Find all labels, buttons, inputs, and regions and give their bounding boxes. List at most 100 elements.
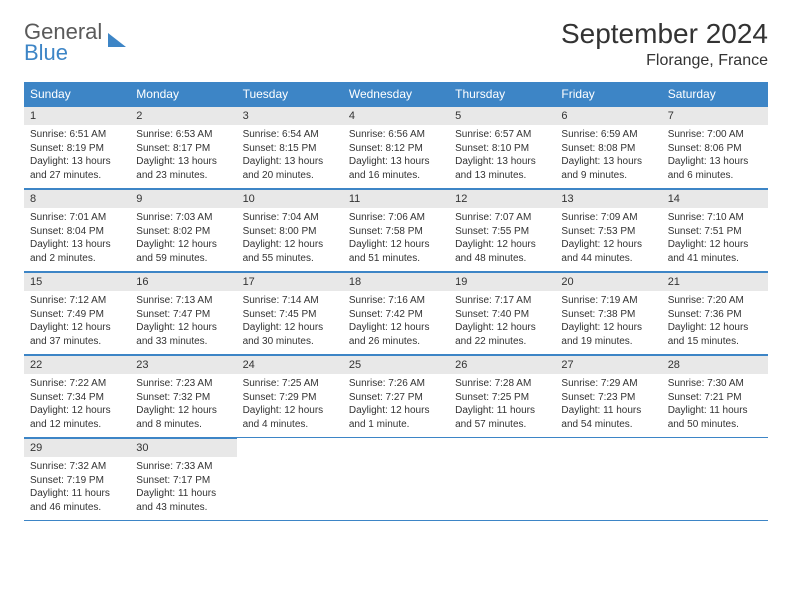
sunset-line: Sunset: 7:55 PM <box>455 225 549 239</box>
day-content: Sunrise: 7:01 AMSunset: 8:04 PMDaylight:… <box>24 208 130 271</box>
daylight-line: Daylight: 13 hours and 2 minutes. <box>30 238 124 265</box>
sunset-line: Sunset: 8:00 PM <box>243 225 337 239</box>
sunset-line: Sunset: 8:15 PM <box>243 142 337 156</box>
day-content: Sunrise: 7:07 AMSunset: 7:55 PMDaylight:… <box>449 208 555 271</box>
day-cell: 29Sunrise: 7:32 AMSunset: 7:19 PMDayligh… <box>24 438 130 521</box>
week-row: 22Sunrise: 7:22 AMSunset: 7:34 PMDayligh… <box>24 355 768 438</box>
day-number: 17 <box>237 272 343 291</box>
sunrise-line: Sunrise: 6:53 AM <box>136 128 230 142</box>
sunset-line: Sunset: 8:17 PM <box>136 142 230 156</box>
day-cell <box>237 438 343 521</box>
day-cell <box>662 438 768 521</box>
logo-line2: Blue <box>24 43 102 64</box>
day-content: Sunrise: 6:59 AMSunset: 8:08 PMDaylight:… <box>555 125 661 188</box>
sunset-line: Sunset: 7:51 PM <box>668 225 762 239</box>
day-header: Saturday <box>662 82 768 106</box>
daylight-line: Daylight: 12 hours and 37 minutes. <box>30 321 124 348</box>
daylight-line: Daylight: 12 hours and 55 minutes. <box>243 238 337 265</box>
day-header: Sunday <box>24 82 130 106</box>
day-header: Monday <box>130 82 236 106</box>
day-number: 26 <box>449 355 555 374</box>
daylight-line: Daylight: 13 hours and 23 minutes. <box>136 155 230 182</box>
sunrise-line: Sunrise: 7:10 AM <box>668 211 762 225</box>
sunrise-line: Sunrise: 7:20 AM <box>668 294 762 308</box>
day-number: 30 <box>130 438 236 457</box>
day-cell: 14Sunrise: 7:10 AMSunset: 7:51 PMDayligh… <box>662 189 768 272</box>
sunrise-line: Sunrise: 6:57 AM <box>455 128 549 142</box>
sunrise-line: Sunrise: 7:13 AM <box>136 294 230 308</box>
day-cell: 23Sunrise: 7:23 AMSunset: 7:32 PMDayligh… <box>130 355 236 438</box>
day-number: 18 <box>343 272 449 291</box>
day-content: Sunrise: 7:20 AMSunset: 7:36 PMDaylight:… <box>662 291 768 354</box>
day-content: Sunrise: 7:28 AMSunset: 7:25 PMDaylight:… <box>449 374 555 437</box>
day-cell: 1Sunrise: 6:51 AMSunset: 8:19 PMDaylight… <box>24 106 130 189</box>
sunset-line: Sunset: 7:36 PM <box>668 308 762 322</box>
week-row: 15Sunrise: 7:12 AMSunset: 7:49 PMDayligh… <box>24 272 768 355</box>
day-content: Sunrise: 7:17 AMSunset: 7:40 PMDaylight:… <box>449 291 555 354</box>
sunrise-line: Sunrise: 7:32 AM <box>30 460 124 474</box>
daylight-line: Daylight: 12 hours and 59 minutes. <box>136 238 230 265</box>
sunrise-line: Sunrise: 7:33 AM <box>136 460 230 474</box>
sunrise-line: Sunrise: 7:16 AM <box>349 294 443 308</box>
day-content: Sunrise: 7:00 AMSunset: 8:06 PMDaylight:… <box>662 125 768 188</box>
day-number: 11 <box>343 189 449 208</box>
day-content: Sunrise: 7:14 AMSunset: 7:45 PMDaylight:… <box>237 291 343 354</box>
day-cell: 28Sunrise: 7:30 AMSunset: 7:21 PMDayligh… <box>662 355 768 438</box>
sunrise-line: Sunrise: 6:59 AM <box>561 128 655 142</box>
daylight-line: Daylight: 12 hours and 1 minute. <box>349 404 443 431</box>
sunrise-line: Sunrise: 7:26 AM <box>349 377 443 391</box>
daylight-line: Daylight: 12 hours and 30 minutes. <box>243 321 337 348</box>
day-cell: 26Sunrise: 7:28 AMSunset: 7:25 PMDayligh… <box>449 355 555 438</box>
day-header: Wednesday <box>343 82 449 106</box>
day-number: 7 <box>662 106 768 125</box>
day-number: 9 <box>130 189 236 208</box>
day-header: Tuesday <box>237 82 343 106</box>
title-block: September 2024 Florange, France <box>561 18 768 70</box>
day-content: Sunrise: 7:12 AMSunset: 7:49 PMDaylight:… <box>24 291 130 354</box>
day-cell: 4Sunrise: 6:56 AMSunset: 8:12 PMDaylight… <box>343 106 449 189</box>
sunrise-line: Sunrise: 6:54 AM <box>243 128 337 142</box>
day-cell: 22Sunrise: 7:22 AMSunset: 7:34 PMDayligh… <box>24 355 130 438</box>
day-content: Sunrise: 7:26 AMSunset: 7:27 PMDaylight:… <box>343 374 449 437</box>
sunset-line: Sunset: 8:06 PM <box>668 142 762 156</box>
day-cell: 8Sunrise: 7:01 AMSunset: 8:04 PMDaylight… <box>24 189 130 272</box>
month-title: September 2024 <box>561 18 768 50</box>
day-cell: 13Sunrise: 7:09 AMSunset: 7:53 PMDayligh… <box>555 189 661 272</box>
daylight-line: Daylight: 11 hours and 43 minutes. <box>136 487 230 514</box>
day-content: Sunrise: 6:56 AMSunset: 8:12 PMDaylight:… <box>343 125 449 188</box>
sunset-line: Sunset: 7:29 PM <box>243 391 337 405</box>
logo: General Blue <box>24 22 126 64</box>
sunrise-line: Sunrise: 7:28 AM <box>455 377 549 391</box>
sunset-line: Sunset: 7:25 PM <box>455 391 549 405</box>
daylight-line: Daylight: 11 hours and 54 minutes. <box>561 404 655 431</box>
day-content: Sunrise: 7:25 AMSunset: 7:29 PMDaylight:… <box>237 374 343 437</box>
sunrise-line: Sunrise: 7:00 AM <box>668 128 762 142</box>
header: General Blue September 2024 Florange, Fr… <box>24 18 768 70</box>
sunrise-line: Sunrise: 7:01 AM <box>30 211 124 225</box>
day-cell: 12Sunrise: 7:07 AMSunset: 7:55 PMDayligh… <box>449 189 555 272</box>
daylight-line: Daylight: 11 hours and 50 minutes. <box>668 404 762 431</box>
day-number: 10 <box>237 189 343 208</box>
day-content: Sunrise: 7:13 AMSunset: 7:47 PMDaylight:… <box>130 291 236 354</box>
day-content: Sunrise: 6:54 AMSunset: 8:15 PMDaylight:… <box>237 125 343 188</box>
week-row: 1Sunrise: 6:51 AMSunset: 8:19 PMDaylight… <box>24 106 768 189</box>
day-content: Sunrise: 7:29 AMSunset: 7:23 PMDaylight:… <box>555 374 661 437</box>
sunset-line: Sunset: 7:27 PM <box>349 391 443 405</box>
day-header: Friday <box>555 82 661 106</box>
daylight-line: Daylight: 12 hours and 44 minutes. <box>561 238 655 265</box>
sunrise-line: Sunrise: 7:23 AM <box>136 377 230 391</box>
day-header-row: SundayMondayTuesdayWednesdayThursdayFrid… <box>24 82 768 106</box>
daylight-line: Daylight: 12 hours and 48 minutes. <box>455 238 549 265</box>
sunrise-line: Sunrise: 7:14 AM <box>243 294 337 308</box>
day-cell: 17Sunrise: 7:14 AMSunset: 7:45 PMDayligh… <box>237 272 343 355</box>
sunrise-line: Sunrise: 7:04 AM <box>243 211 337 225</box>
daylight-line: Daylight: 12 hours and 12 minutes. <box>30 404 124 431</box>
sunset-line: Sunset: 7:40 PM <box>455 308 549 322</box>
sunset-line: Sunset: 8:02 PM <box>136 225 230 239</box>
day-number: 16 <box>130 272 236 291</box>
day-number: 2 <box>130 106 236 125</box>
daylight-line: Daylight: 12 hours and 19 minutes. <box>561 321 655 348</box>
sunrise-line: Sunrise: 7:09 AM <box>561 211 655 225</box>
sunrise-line: Sunrise: 7:30 AM <box>668 377 762 391</box>
day-number: 21 <box>662 272 768 291</box>
